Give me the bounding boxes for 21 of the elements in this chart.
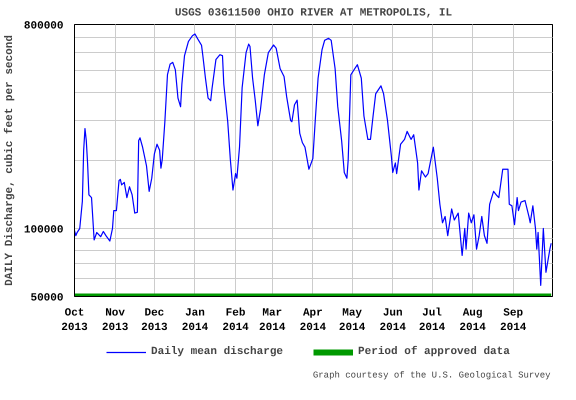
legend-label: Period of approved data — [358, 346, 510, 358]
x-tick-label: Sep 2014 — [500, 308, 527, 334]
text: Graph courtesy of the U.S. Geological Survey — [312, 370, 552, 380]
chart-title: USGS 03611500 OHIO RIVER AT METROPOLIS, IL — [174, 8, 453, 20]
x-tick-label: Apr 2014 — [300, 308, 326, 334]
legend-label: Daily mean discharge — [151, 346, 284, 358]
y-tick-label: 50000 — [30, 292, 64, 304]
x-tick-label: Jun 2014 — [380, 308, 406, 334]
y-axis-title: DAILY Discharge, cubic feet per second — [2, 35, 16, 286]
x-tick-label: Jul 2014 — [418, 308, 446, 334]
x-tick-label: Jan 2014 — [182, 308, 209, 334]
y-tick-label: 100000 — [24, 224, 64, 236]
x-tick-label: Nov 2013 — [102, 308, 129, 334]
x-tick-label: Feb 2014 — [222, 308, 250, 334]
line-series — [74, 33, 552, 286]
x-tick-label: Mar 2014 — [259, 308, 286, 334]
x-tick-label: Aug 2014 — [459, 308, 486, 334]
x-tick-label: May 2014 — [338, 308, 366, 334]
x-tick-label: Dec 2013 — [141, 308, 168, 334]
x-tick-label: Oct 2013 — [61, 308, 88, 334]
y-tick-label: 800000 — [24, 20, 64, 32]
